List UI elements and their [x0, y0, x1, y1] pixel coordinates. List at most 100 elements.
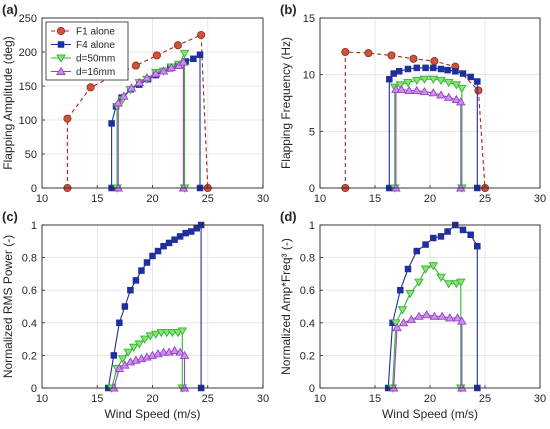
data-point — [443, 79, 454, 88]
panel-label: (c) — [2, 209, 18, 224]
data-point — [108, 120, 115, 127]
data-point — [162, 329, 172, 338]
data-point — [151, 69, 161, 78]
data-point — [178, 57, 189, 66]
data-point — [405, 290, 415, 299]
data-point — [167, 329, 178, 338]
legend-label: d=16mm — [76, 67, 115, 78]
x-tick-label: 30 — [257, 193, 269, 205]
y-axis-label: Normalized Amp*Freq³ (-) — [279, 238, 293, 375]
panel-a: 10 15 20 25 30 0 50 100 150 200 250 Flapping Amplit… — [1, 2, 269, 205]
data-point — [132, 277, 140, 284]
data-point — [459, 226, 467, 234]
x-tick-label: 10 — [36, 193, 48, 205]
data-point — [437, 233, 445, 240]
x-tick-label: 25 — [202, 193, 214, 205]
x-axis-label: Wind Speed (m/s) — [104, 407, 200, 421]
data-point — [436, 90, 446, 99]
data-point — [134, 340, 145, 349]
data-point — [392, 323, 402, 332]
data-point — [165, 239, 173, 247]
data-point — [412, 76, 422, 86]
data-point — [390, 70, 397, 77]
data-point — [437, 311, 447, 320]
data-point — [404, 65, 412, 73]
data-point — [387, 51, 396, 60]
data-point — [142, 73, 152, 82]
series-f4-alone — [105, 221, 205, 392]
data-point — [421, 309, 432, 319]
data-point — [139, 335, 150, 344]
data-point — [118, 91, 129, 100]
data-point — [173, 41, 182, 50]
data-point — [171, 236, 178, 243]
y-tick-label: 0.8 — [22, 253, 37, 265]
y-axis-label: Normalized RMS Power (-) — [1, 235, 15, 378]
data-point — [419, 75, 430, 84]
x-tick-label: 20 — [146, 193, 158, 205]
data-point — [459, 70, 467, 77]
data-point — [160, 242, 167, 250]
data-point — [158, 347, 169, 356]
legend-label: F4 alone — [76, 40, 115, 51]
data-point — [121, 303, 129, 310]
data-point — [452, 68, 459, 75]
y-tick-label: 0 — [31, 183, 37, 195]
data-point — [457, 84, 467, 93]
legend-marker — [56, 54, 66, 63]
data-point — [443, 280, 454, 289]
data-point — [397, 306, 408, 315]
x-tick-label: 15 — [91, 193, 103, 205]
data-point — [182, 229, 189, 237]
data-point — [166, 62, 177, 72]
data-point — [116, 319, 123, 327]
data-point — [429, 311, 440, 320]
x-tick-label: 30 — [534, 393, 546, 405]
x-tick-label: 30 — [257, 393, 269, 405]
data-point — [179, 350, 190, 359]
data-point — [187, 228, 195, 235]
data-point — [403, 79, 413, 88]
x-tick-label: 25 — [479, 393, 491, 405]
data-point — [414, 311, 424, 320]
data-point — [197, 30, 206, 40]
data-point — [414, 278, 424, 287]
data-point — [63, 114, 72, 123]
data-point — [127, 286, 134, 294]
data-point — [404, 85, 414, 94]
data-point — [457, 316, 467, 325]
y-tick-label: 150 — [19, 81, 37, 93]
series-d-16mm — [109, 345, 190, 392]
y-axis-label: Flapping Frequency (Hz) — [279, 37, 293, 169]
data-point — [428, 75, 439, 84]
data-point — [444, 66, 451, 74]
data-point — [428, 262, 439, 271]
y-tick-label: 200 — [19, 47, 37, 59]
data-point — [179, 49, 190, 59]
panel-label: (b) — [280, 2, 297, 17]
y-tick-label: 1 — [309, 220, 315, 232]
data-point — [193, 225, 200, 232]
x-tick-label: 25 — [202, 393, 214, 405]
data-point — [143, 259, 151, 266]
panel-label: (a) — [2, 2, 18, 17]
data-point — [430, 57, 439, 66]
y-tick-label: 50 — [25, 149, 37, 161]
data-point — [113, 98, 124, 107]
y-tick-label: 10 — [303, 70, 315, 82]
y-tick-label: 0.6 — [300, 285, 315, 297]
data-point — [474, 242, 481, 250]
panel-c: 10 15 20 25 30 0 0.2 0.4 0.6 0.8 1 Normalized RMS P… — [1, 209, 269, 421]
series-d-50mm — [390, 75, 467, 193]
data-point — [128, 343, 139, 352]
y-tick-label: 0.8 — [300, 253, 315, 265]
data-point — [156, 329, 167, 338]
data-point — [445, 313, 455, 322]
data-point — [149, 252, 156, 260]
data-point — [404, 265, 412, 273]
data-point — [436, 273, 446, 282]
legend-item: F4 alone — [51, 40, 115, 51]
data-point — [145, 332, 156, 341]
x-tick-label: 10 — [314, 193, 326, 205]
